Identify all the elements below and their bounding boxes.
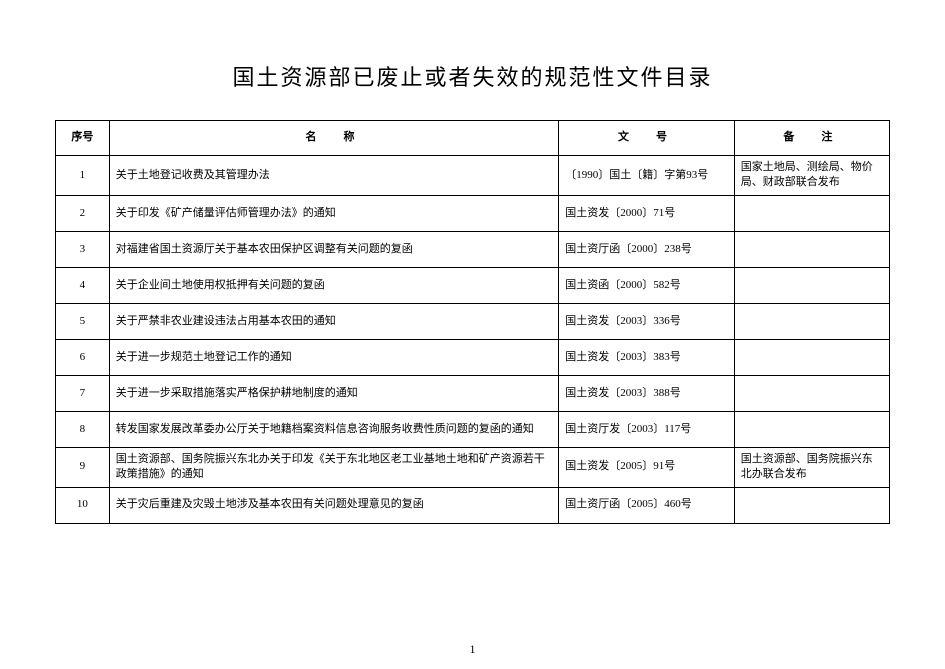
col-header-name: 名 称: [109, 121, 558, 156]
col-header-note: 备 注: [734, 121, 889, 156]
table-row: 8 转发国家发展改革委办公厅关于地籍档案资料信息咨询服务收费性质问题的复函的通知…: [56, 411, 890, 447]
cell-note: 国土资源部、国务院振兴东北办联合发布: [734, 447, 889, 487]
cell-seq: 8: [56, 411, 110, 447]
table-row: 5 关于严禁非农业建设违法占用基本农田的通知 国土资发〔2003〕336号: [56, 303, 890, 339]
cell-seq: 6: [56, 339, 110, 375]
cell-name: 国土资源部、国务院振兴东北办关于印发《关于东北地区老工业基地土地和矿产资源若干政…: [109, 447, 558, 487]
cell-note: [734, 195, 889, 231]
cell-name: 关于土地登记收费及其管理办法: [109, 156, 558, 196]
cell-docno: 国土资发〔2005〕91号: [559, 447, 735, 487]
cell-name: 关于印发《矿产储量评估师管理办法》的通知: [109, 195, 558, 231]
cell-seq: 2: [56, 195, 110, 231]
cell-seq: 10: [56, 487, 110, 523]
cell-name: 关于进一步采取措施落实严格保护耕地制度的通知: [109, 375, 558, 411]
cell-seq: 3: [56, 231, 110, 267]
document-page: 国土资源部已废止或者失效的规范性文件目录 序号 名 称 文 号 备 注 1 关于…: [0, 0, 945, 544]
table-row: 4 关于企业间土地使用权抵押有关问题的复函 国土资函〔2000〕582号: [56, 267, 890, 303]
cell-name: 关于严禁非农业建设违法占用基本农田的通知: [109, 303, 558, 339]
table-row: 9 国土资源部、国务院振兴东北办关于印发《关于东北地区老工业基地土地和矿产资源若…: [56, 447, 890, 487]
cell-seq: 9: [56, 447, 110, 487]
page-number: 1: [0, 642, 945, 657]
col-header-docno: 文 号: [559, 121, 735, 156]
cell-docno: 国土资发〔2003〕388号: [559, 375, 735, 411]
cell-seq: 7: [56, 375, 110, 411]
cell-name: 关于进一步规范土地登记工作的通知: [109, 339, 558, 375]
cell-docno: 国土资发〔2000〕71号: [559, 195, 735, 231]
table-row: 2 关于印发《矿产储量评估师管理办法》的通知 国土资发〔2000〕71号: [56, 195, 890, 231]
cell-name: 对福建省国土资源厅关于基本农田保护区调整有关问题的复函: [109, 231, 558, 267]
cell-name: 关于灾后重建及灾毁土地涉及基本农田有关问题处理意见的复函: [109, 487, 558, 523]
page-title: 国土资源部已废止或者失效的规范性文件目录: [55, 60, 890, 92]
table-row: 3 对福建省国土资源厅关于基本农田保护区调整有关问题的复函 国土资厅函〔2000…: [56, 231, 890, 267]
cell-note: [734, 339, 889, 375]
cell-note: [734, 267, 889, 303]
cell-seq: 1: [56, 156, 110, 196]
table-row: 6 关于进一步规范土地登记工作的通知 国土资发〔2003〕383号: [56, 339, 890, 375]
cell-seq: 4: [56, 267, 110, 303]
cell-docno: 国土资厅发〔2003〕117号: [559, 411, 735, 447]
col-header-seq: 序号: [56, 121, 110, 156]
table-header-row: 序号 名 称 文 号 备 注: [56, 121, 890, 156]
cell-seq: 5: [56, 303, 110, 339]
cell-name: 转发国家发展改革委办公厅关于地籍档案资料信息咨询服务收费性质问题的复函的通知: [109, 411, 558, 447]
cell-docno: 〔1990〕国土〔籍〕字第93号: [559, 156, 735, 196]
cell-note: [734, 411, 889, 447]
cell-note: 国家土地局、测绘局、物价局、财政部联合发布: [734, 156, 889, 196]
table-body: 1 关于土地登记收费及其管理办法 〔1990〕国土〔籍〕字第93号 国家土地局、…: [56, 156, 890, 524]
table-row: 10 关于灾后重建及灾毁土地涉及基本农田有关问题处理意见的复函 国土资厅函〔20…: [56, 487, 890, 523]
document-table: 序号 名 称 文 号 备 注 1 关于土地登记收费及其管理办法 〔1990〕国土…: [55, 120, 890, 524]
cell-docno: 国土资函〔2000〕582号: [559, 267, 735, 303]
cell-docno: 国土资发〔2003〕336号: [559, 303, 735, 339]
table-row: 1 关于土地登记收费及其管理办法 〔1990〕国土〔籍〕字第93号 国家土地局、…: [56, 156, 890, 196]
cell-docno: 国土资发〔2003〕383号: [559, 339, 735, 375]
cell-docno: 国土资厅函〔2005〕460号: [559, 487, 735, 523]
cell-name: 关于企业间土地使用权抵押有关问题的复函: [109, 267, 558, 303]
cell-note: [734, 303, 889, 339]
cell-note: [734, 231, 889, 267]
cell-note: [734, 375, 889, 411]
cell-note: [734, 487, 889, 523]
cell-docno: 国土资厅函〔2000〕238号: [559, 231, 735, 267]
table-row: 7 关于进一步采取措施落实严格保护耕地制度的通知 国土资发〔2003〕388号: [56, 375, 890, 411]
